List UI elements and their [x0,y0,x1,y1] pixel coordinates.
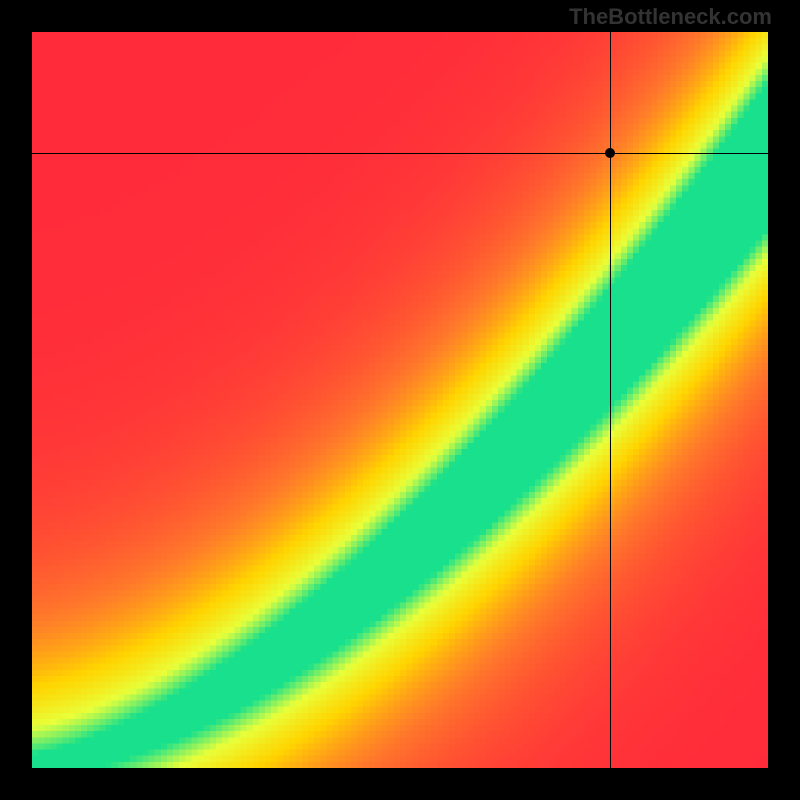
watermark-text: TheBottleneck.com [569,4,772,30]
crosshair-vertical [610,32,611,768]
crosshair-marker [605,148,615,158]
crosshair-horizontal [32,153,768,154]
heatmap-canvas [32,32,768,768]
heatmap-plot [32,32,768,768]
